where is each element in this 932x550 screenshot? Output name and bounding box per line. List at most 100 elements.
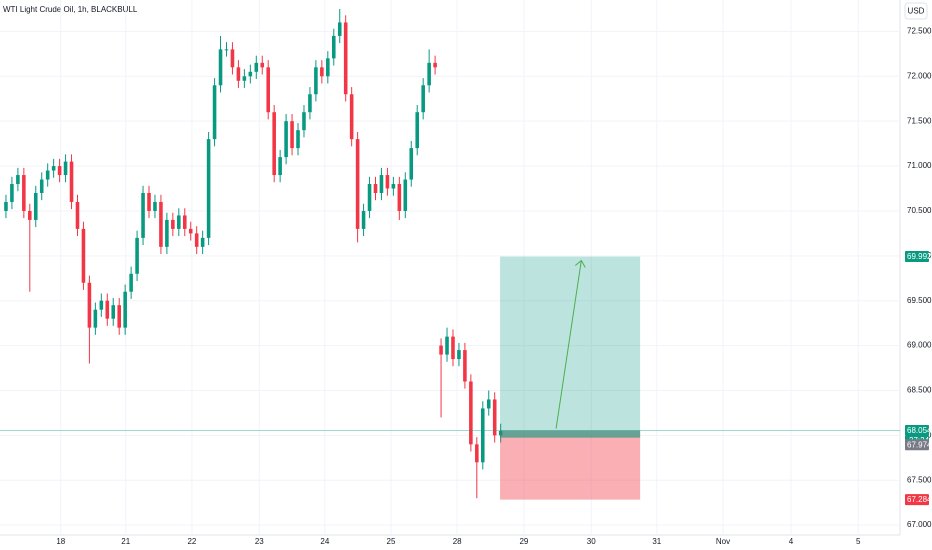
candle-body [266,67,270,113]
candle-body [16,175,20,185]
candle-body [260,62,265,68]
candle-body [349,94,354,140]
currency-button[interactable] [904,2,928,20]
candle-body [302,112,306,131]
candle-body [177,215,181,229]
candle-body [403,179,408,211]
candle-body [81,228,86,283]
x-tick-label: 22 [187,537,196,546]
candle-body [206,139,211,238]
stop-price-label-bg [905,494,929,506]
candle-body [212,85,217,140]
candle-body [111,305,116,319]
candle-body [326,58,330,77]
candle-body [469,381,473,445]
x-tick-label: 24 [320,537,329,546]
target-zone [500,256,641,431]
chart-title: WTI Light Crude Oil, 1h, BLACKBULL [3,5,138,14]
candle-body [117,305,121,328]
candle-body [224,49,229,51]
candle-body [45,170,50,180]
candle-body [105,300,110,319]
x-tick-label: 31 [652,537,661,546]
candle-body [147,192,151,211]
y-tick-label: 69.500 [907,296,932,305]
candle-body [475,444,479,463]
candle-body [457,350,461,360]
candle-body [165,219,169,247]
candle-body [433,62,437,68]
candle-body [182,215,187,229]
stop-price-label: 67.284 [907,495,932,504]
entry-price-label: 68.054 [907,426,932,435]
x-tick-label: 28 [453,537,462,546]
trend-arrow [555,260,582,429]
open-pnl-zone [500,430,641,438]
candle-body [135,237,139,274]
candle-body [409,148,414,180]
candle-body [397,184,402,211]
candle-body [415,112,420,149]
candle-body [57,166,62,176]
candle-body [63,161,68,176]
candle-body [379,175,384,193]
y-tick-label: 67.000 [907,520,932,529]
candle-body [51,166,56,171]
candle-body [320,67,324,77]
candle-body [355,139,360,229]
x-tick-label: 25 [387,537,396,546]
x-tick-label: 18 [56,537,65,546]
candle-body [361,210,366,229]
last-price-label: 67.974 [907,440,932,449]
candle-body [230,49,235,68]
x-tick-label: 5 [856,537,861,546]
candle-body [141,192,145,238]
y-tick-label: 67.500 [907,475,932,484]
candle-body [236,67,241,81]
candle-body [445,336,449,355]
x-tick-label: 29 [519,537,528,546]
candle-body [451,336,455,360]
candle-body [242,76,247,81]
candle-body [22,175,26,211]
stop-zone [500,430,641,500]
candle-body [39,179,44,193]
candle-body [69,161,74,202]
candle-body [28,210,32,220]
candle-body [4,201,8,211]
y-tick-label: 69.000 [907,341,932,350]
y-tick-label: 71.000 [907,161,932,170]
candle-body [194,233,199,247]
y-tick-label: 68.500 [907,386,932,395]
candle-body [159,201,163,247]
candle-body [373,184,378,193]
y-tick-label: 71.500 [907,116,932,125]
x-tick-label: 4 [789,537,794,546]
candle-body [331,35,336,59]
candle-body [284,121,288,158]
candle-body [248,71,253,77]
candle-body [296,130,300,149]
candle-body [314,67,318,95]
candle-body [75,201,80,229]
candle-body [93,309,98,328]
candle-body [278,157,282,176]
candle-body [391,184,396,189]
candle-body [99,300,104,310]
candle-body [367,184,372,211]
candle-body [188,228,193,234]
candle-body [129,273,133,292]
x-tick-label: 23 [255,537,264,546]
candle-body [10,184,14,202]
currency-label[interactable]: USD [908,7,925,16]
candle-body [337,22,342,36]
candle-body [480,408,485,463]
candle-body [385,175,390,189]
candle-body [421,85,425,113]
x-tick-label: 30 [587,537,596,546]
candle-body [492,399,497,436]
candle-body [153,201,157,211]
candle-body [87,282,92,328]
